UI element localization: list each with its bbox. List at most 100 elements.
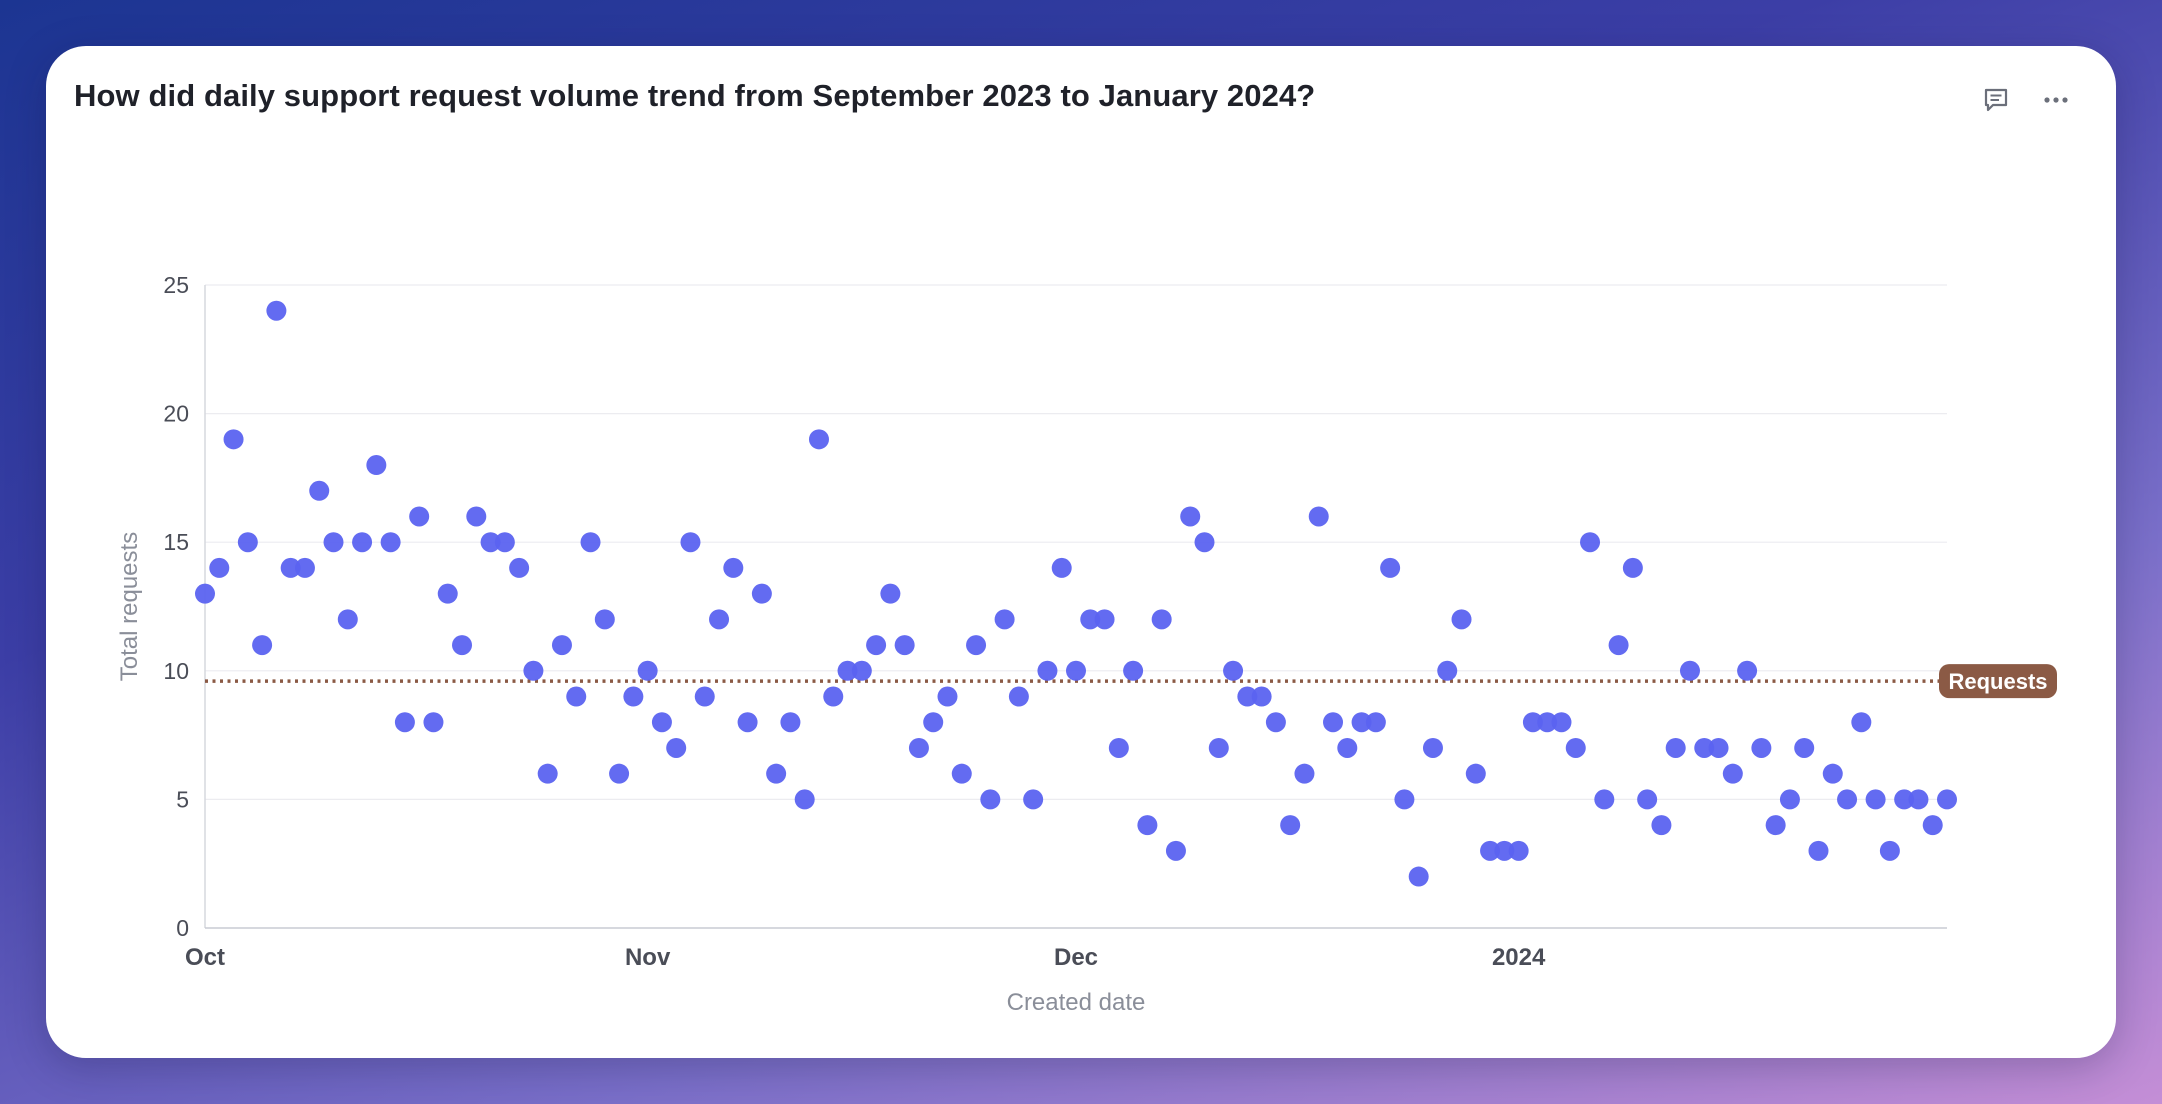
data-point xyxy=(566,686,587,707)
data-point xyxy=(466,506,487,527)
data-points xyxy=(195,300,1957,887)
data-point xyxy=(1665,737,1686,758)
reference-line-group: Requests xyxy=(205,664,2057,699)
reference-line-badge xyxy=(1939,664,2057,699)
data-point xyxy=(551,635,572,656)
data-point xyxy=(280,557,301,578)
data-point xyxy=(494,532,515,553)
data-point xyxy=(723,557,744,578)
data-point xyxy=(223,429,244,450)
data-point xyxy=(394,712,415,733)
data-point xyxy=(252,635,273,656)
data-point xyxy=(1265,712,1286,733)
data-point xyxy=(1294,763,1315,784)
x-tick-label: 2024 xyxy=(1492,944,1546,971)
data-point xyxy=(1908,789,1929,810)
data-point xyxy=(1451,609,1472,630)
data-point xyxy=(994,609,1015,630)
comment-icon[interactable] xyxy=(1976,80,2016,120)
data-point xyxy=(1865,789,1886,810)
data-point xyxy=(1537,712,1558,733)
data-point xyxy=(1694,737,1715,758)
data-point xyxy=(1594,789,1615,810)
data-point xyxy=(680,532,701,553)
data-point xyxy=(623,686,644,707)
y-tick-label: 15 xyxy=(163,529,189,555)
data-point xyxy=(537,763,558,784)
data-point xyxy=(523,660,544,681)
data-point xyxy=(1765,815,1786,836)
data-point xyxy=(480,532,501,553)
data-point xyxy=(1394,789,1415,810)
data-point xyxy=(1308,506,1329,527)
data-point xyxy=(1323,712,1344,733)
data-point xyxy=(1465,763,1486,784)
data-point xyxy=(1494,840,1515,861)
data-point xyxy=(980,789,1001,810)
data-point xyxy=(1508,840,1529,861)
data-point xyxy=(1580,532,1601,553)
grid-lines xyxy=(205,284,1947,801)
data-point xyxy=(851,660,872,681)
more-icon[interactable] xyxy=(2036,80,2076,120)
data-point xyxy=(694,686,715,707)
data-point xyxy=(1879,840,1900,861)
data-point xyxy=(323,532,344,553)
data-point xyxy=(1522,712,1543,733)
chart-title: How did daily support request volume tre… xyxy=(74,78,1316,113)
data-point xyxy=(894,635,915,656)
data-point xyxy=(1051,557,1072,578)
data-point xyxy=(209,557,230,578)
data-point xyxy=(1722,763,1743,784)
data-point xyxy=(594,609,615,630)
reference-line-label: Requests xyxy=(1948,669,2047,694)
data-point xyxy=(409,506,430,527)
data-point xyxy=(637,660,658,681)
data-point xyxy=(823,686,844,707)
data-point xyxy=(1237,686,1258,707)
data-point xyxy=(1708,737,1729,758)
data-point xyxy=(1151,609,1172,630)
data-point xyxy=(1037,660,1058,681)
data-point xyxy=(294,557,315,578)
data-point xyxy=(666,737,687,758)
data-point xyxy=(1180,506,1201,527)
data-point xyxy=(1837,789,1858,810)
data-point xyxy=(609,763,630,784)
x-tick-label: Dec xyxy=(1054,944,1098,971)
data-point xyxy=(1551,712,1572,733)
data-point xyxy=(1637,789,1658,810)
data-point xyxy=(1737,660,1758,681)
data-point xyxy=(866,635,887,656)
data-point xyxy=(309,480,330,501)
data-point xyxy=(195,583,215,604)
data-point xyxy=(1080,609,1101,630)
data-point xyxy=(1165,840,1186,861)
data-point xyxy=(1808,840,1829,861)
data-point xyxy=(709,609,730,630)
data-point xyxy=(808,429,829,450)
data-point xyxy=(1608,635,1629,656)
data-point xyxy=(651,712,672,733)
data-point xyxy=(1480,840,1501,861)
data-point xyxy=(1894,789,1915,810)
data-point xyxy=(1679,660,1700,681)
data-point xyxy=(1194,532,1215,553)
data-point xyxy=(1280,815,1301,836)
data-point xyxy=(437,583,458,604)
data-point xyxy=(1622,557,1643,578)
data-point xyxy=(1094,609,1115,630)
data-point xyxy=(1651,815,1672,836)
data-point xyxy=(580,532,601,553)
data-point xyxy=(794,789,815,810)
data-point xyxy=(1380,557,1401,578)
data-point xyxy=(951,763,972,784)
data-point xyxy=(1251,686,1272,707)
data-point xyxy=(766,763,787,784)
data-point xyxy=(908,737,929,758)
data-point xyxy=(780,712,801,733)
data-point xyxy=(452,635,473,656)
data-point xyxy=(1008,686,1029,707)
data-point xyxy=(423,712,444,733)
